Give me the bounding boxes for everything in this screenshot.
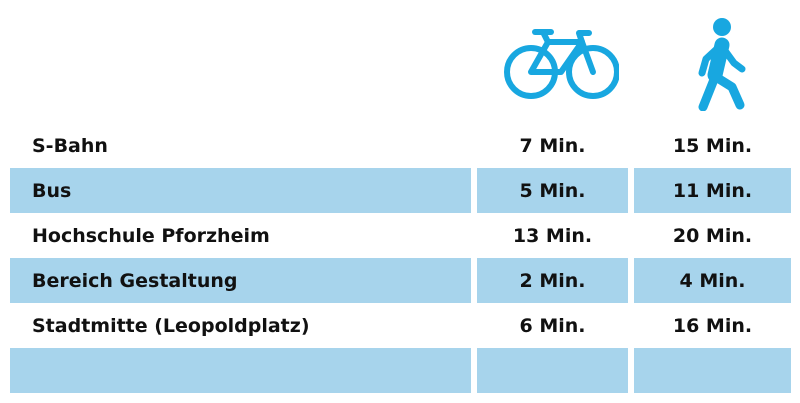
bike-time-cell: 5 Min. bbox=[477, 168, 628, 213]
bicycle-icon bbox=[504, 29, 619, 99]
destination-cell bbox=[10, 348, 471, 393]
bike-time-cell: 13 Min. bbox=[477, 213, 628, 258]
table-row: Bus 5 Min. 11 Min. bbox=[0, 168, 800, 213]
destination-cell: Stadtmitte (Leopoldplatz) bbox=[10, 303, 471, 348]
walk-time-cell bbox=[634, 348, 791, 393]
walk-time: 20 Min. bbox=[672, 224, 753, 247]
bike-time: 7 Min. bbox=[519, 134, 586, 157]
walk-time: 11 Min. bbox=[672, 179, 753, 202]
walk-time-cell: 11 Min. bbox=[634, 168, 791, 213]
walk-time: 4 Min. bbox=[679, 269, 746, 292]
bike-time-cell: 6 Min. bbox=[477, 303, 628, 348]
destination-label: Hochschule Pforzheim bbox=[32, 224, 270, 247]
walk-time-cell: 20 Min. bbox=[634, 213, 791, 258]
pedestrian-icon bbox=[698, 18, 746, 111]
walk-time: 16 Min. bbox=[672, 314, 753, 337]
table-row: Bereich Gestaltung 2 Min. 4 Min. bbox=[0, 258, 800, 303]
bike-time: 13 Min. bbox=[512, 224, 593, 247]
bike-time: 2 Min. bbox=[519, 269, 586, 292]
walk-time-cell: 15 Min. bbox=[634, 123, 791, 168]
destination-label: Bus bbox=[32, 179, 72, 202]
destination-cell: S-Bahn bbox=[10, 123, 471, 168]
bike-time: 5 Min. bbox=[519, 179, 586, 202]
bike-time: 6 Min. bbox=[519, 314, 586, 337]
bike-time-cell: 2 Min. bbox=[477, 258, 628, 303]
destination-cell: Bereich Gestaltung bbox=[10, 258, 471, 303]
destination-cell: Bus bbox=[10, 168, 471, 213]
table-row: Hochschule Pforzheim 13 Min. 20 Min. bbox=[0, 213, 800, 258]
bike-time-cell: 7 Min. bbox=[477, 123, 628, 168]
destination-label: S-Bahn bbox=[32, 134, 108, 157]
walk-time: 15 Min. bbox=[672, 134, 753, 157]
destination-cell: Hochschule Pforzheim bbox=[10, 213, 471, 258]
table-row: Stadtmitte (Leopoldplatz) 6 Min. 16 Min. bbox=[0, 303, 800, 348]
destination-label: Stadtmitte (Leopoldplatz) bbox=[32, 314, 310, 337]
bike-time-cell bbox=[477, 348, 628, 393]
walk-time-cell: 4 Min. bbox=[634, 258, 791, 303]
walk-time-cell: 16 Min. bbox=[634, 303, 791, 348]
destination-label: Bereich Gestaltung bbox=[32, 269, 238, 292]
table-row bbox=[0, 348, 800, 393]
table-row: S-Bahn 7 Min. 15 Min. bbox=[0, 123, 800, 168]
